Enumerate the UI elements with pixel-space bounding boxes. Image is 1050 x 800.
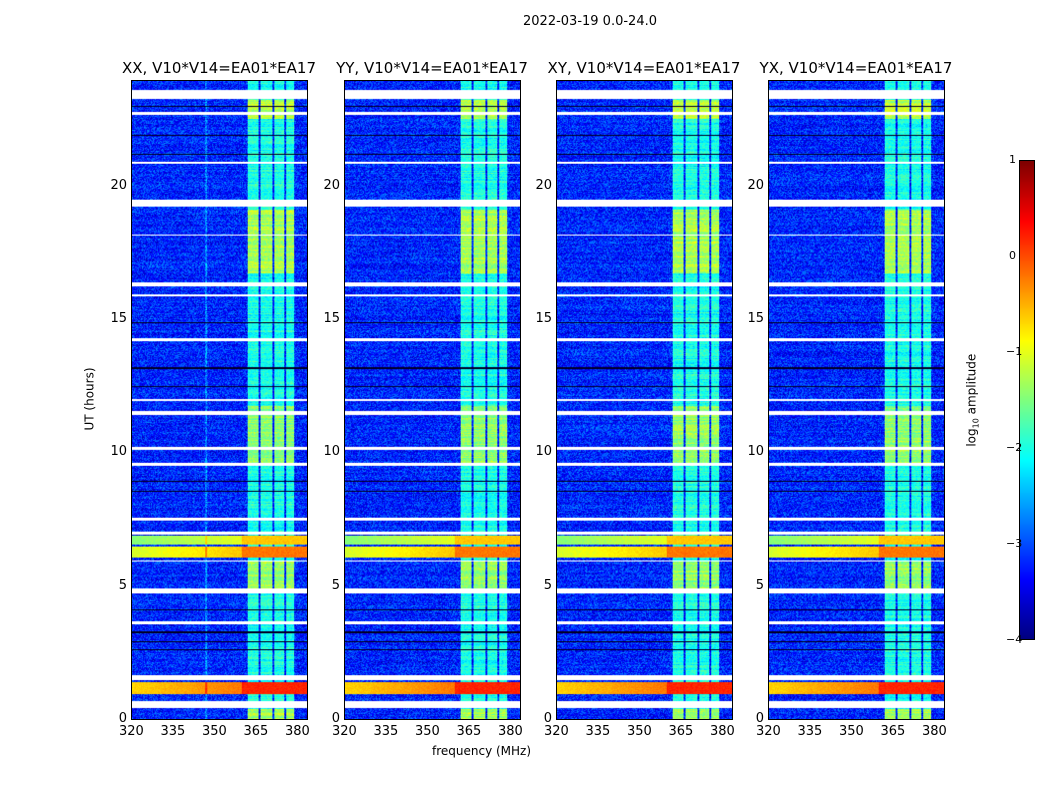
colorbar-label: log10 amplitude	[964, 354, 980, 447]
x-tick-label: 320	[332, 724, 357, 739]
colorbar-tick-label: −1	[1006, 345, 1023, 358]
heatmap-panel	[556, 80, 733, 720]
y-tick-label: 0	[755, 711, 764, 726]
colorbar-tick-label: 0	[1009, 249, 1016, 262]
y-tick-label: 15	[535, 311, 552, 326]
y-axis-label: UT (hours)	[82, 367, 97, 431]
y-tick-label: 5	[543, 577, 552, 593]
panel-title: XY, V10*V14=EA01*EA17	[547, 59, 741, 77]
y-tick-label: 10	[747, 444, 764, 460]
colorbar-tick-label: −4	[1006, 633, 1023, 646]
x-tick-label: 380	[709, 724, 735, 739]
figure-title: 2022-03-19 0.0-24.0	[523, 14, 657, 29]
panel-title: YY, V10*V14=EA01*EA17	[336, 59, 528, 77]
x-tick-label: 365	[456, 724, 482, 739]
x-tick-label: 380	[284, 724, 310, 739]
y-tick-label: 0	[543, 711, 552, 726]
y-tick-label: 5	[331, 577, 340, 593]
y-tick-label: 20	[323, 177, 340, 193]
y-tick-label: 15	[110, 311, 127, 326]
y-tick-label: 15	[323, 311, 340, 326]
x-tick-label: 365	[668, 724, 694, 739]
y-tick-label: 20	[110, 177, 127, 193]
x-tick-label: 365	[243, 724, 269, 739]
y-tick-label: 5	[755, 577, 764, 593]
x-axis-label: frequency (MHz)	[432, 744, 532, 758]
x-tick-label: 335	[373, 724, 399, 739]
x-tick-label: 320	[119, 724, 144, 739]
x-tick-label: 365	[880, 724, 906, 739]
x-tick-label: 335	[797, 724, 823, 739]
x-tick-label: 320	[756, 724, 781, 739]
heatmap-panel	[768, 80, 945, 720]
x-tick-label: 350	[838, 724, 864, 739]
colorbar-label-main: log	[964, 428, 979, 447]
x-tick-label: 350	[201, 724, 227, 739]
y-tick-label: 10	[535, 444, 552, 460]
x-tick-label: 350	[414, 724, 440, 739]
x-tick-label: 320	[544, 724, 569, 739]
colorbar-tick-label: −2	[1006, 441, 1023, 454]
colorbar-label-sub: 10	[971, 418, 981, 429]
colorbar-tick-label: 1	[1009, 153, 1016, 166]
y-tick-label: 15	[747, 311, 764, 326]
x-tick-label: 335	[160, 724, 186, 739]
y-tick-label: 20	[747, 177, 764, 193]
x-tick-label: 335	[585, 724, 611, 739]
y-tick-label: 0	[331, 711, 340, 726]
heatmap-panel	[131, 80, 308, 720]
colorbar	[1019, 160, 1035, 640]
colorbar-tick-label: −3	[1006, 537, 1023, 550]
panel-title: XX, V10*V14=EA01*EA17	[121, 59, 316, 77]
panel-title: YX, V10*V14=EA01*EA17	[759, 59, 953, 77]
y-tick-label: 0	[118, 711, 127, 726]
x-tick-label: 350	[626, 724, 652, 739]
x-tick-label: 380	[497, 724, 523, 739]
y-tick-label: 10	[110, 444, 127, 460]
y-tick-label: 5	[118, 577, 127, 593]
x-tick-label: 380	[921, 724, 947, 739]
colorbar-label-rest: amplitude	[964, 353, 979, 419]
heatmap-panel	[344, 80, 521, 720]
y-tick-label: 10	[323, 444, 340, 460]
y-tick-label: 20	[535, 177, 552, 193]
